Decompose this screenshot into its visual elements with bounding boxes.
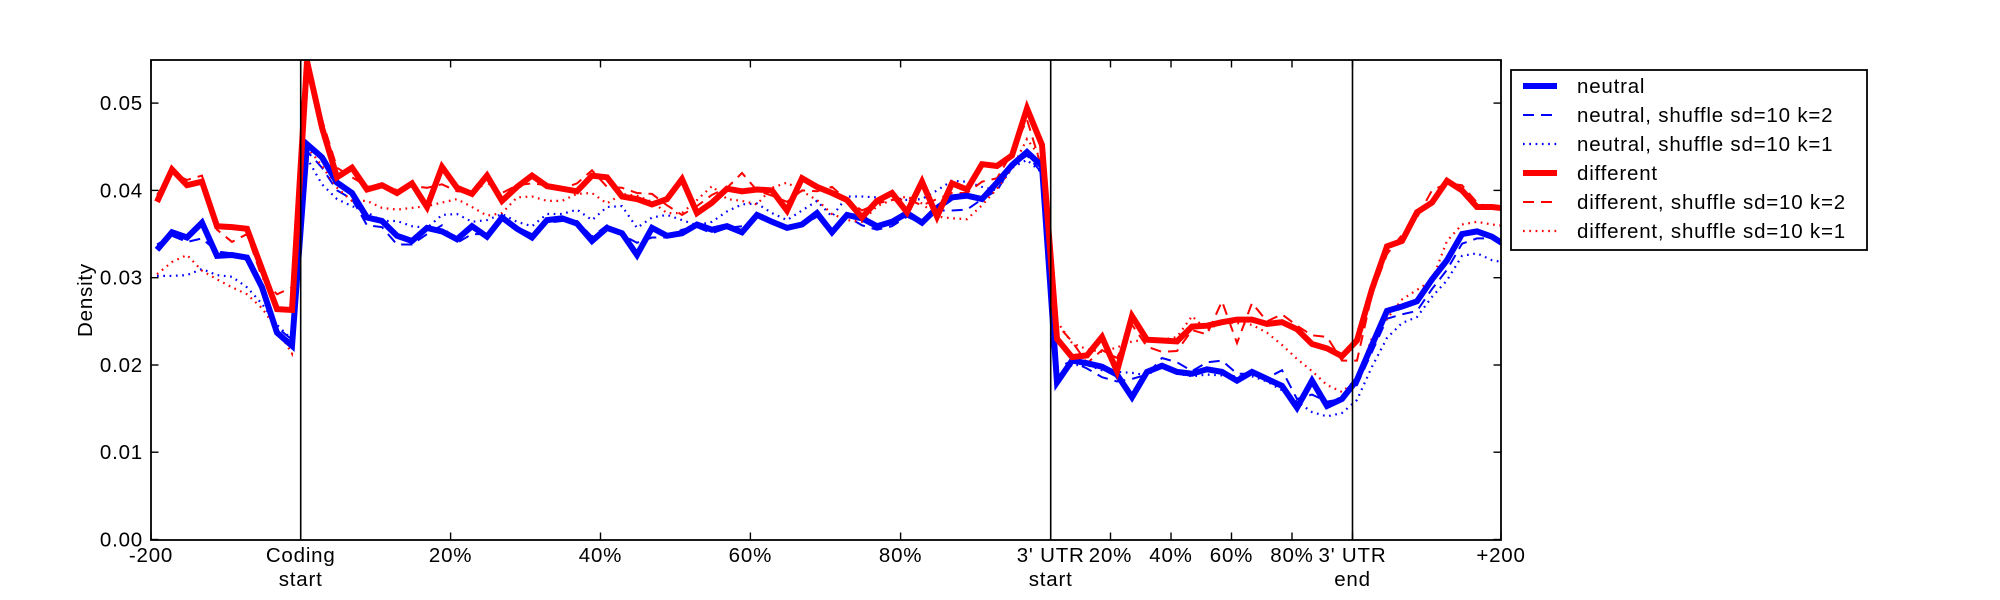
svg-text:0.00: 0.00 (100, 529, 143, 552)
svg-text:neutral, shuffle sd=10 k=1: neutral, shuffle sd=10 k=1 (1577, 133, 1833, 156)
svg-text:different, shuffle sd=10 k=2: different, shuffle sd=10 k=2 (1577, 191, 1846, 214)
svg-text:Coding: Coding (266, 544, 336, 567)
svg-text:end: end (1334, 568, 1371, 591)
svg-text:0.03: 0.03 (100, 267, 143, 290)
svg-text:0.04: 0.04 (100, 179, 143, 202)
svg-text:neutral, shuffle sd=10 k=2: neutral, shuffle sd=10 k=2 (1577, 104, 1833, 127)
svg-text:80%: 80% (879, 544, 922, 567)
svg-text:different, shuffle sd=10 k=1: different, shuffle sd=10 k=1 (1577, 220, 1846, 243)
svg-text:0.02: 0.02 (100, 354, 143, 377)
svg-text:Density: Density (74, 263, 97, 337)
svg-text:60%: 60% (1210, 544, 1253, 567)
svg-text:80%: 80% (1270, 544, 1313, 567)
svg-text:-200: -200 (129, 544, 173, 567)
svg-text:0.01: 0.01 (100, 441, 143, 464)
svg-text:different: different (1577, 162, 1658, 185)
svg-text:start: start (279, 568, 323, 591)
svg-text:3' UTR: 3' UTR (1319, 544, 1387, 567)
svg-text:60%: 60% (729, 544, 772, 567)
svg-text:3' UTR: 3' UTR (1017, 544, 1085, 567)
svg-text:20%: 20% (429, 544, 472, 567)
svg-text:0.05: 0.05 (100, 92, 143, 115)
svg-text:+200: +200 (1476, 544, 1525, 567)
svg-text:20%: 20% (1089, 544, 1132, 567)
svg-text:start: start (1029, 568, 1073, 591)
svg-text:40%: 40% (579, 544, 622, 567)
svg-text:40%: 40% (1149, 544, 1192, 567)
svg-text:neutral: neutral (1577, 75, 1645, 98)
